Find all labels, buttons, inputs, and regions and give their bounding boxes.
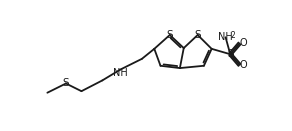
Text: NH: NH (113, 69, 128, 78)
Text: O: O (240, 38, 247, 48)
Text: NH: NH (218, 32, 233, 42)
Text: S: S (166, 30, 173, 40)
Text: S: S (63, 78, 69, 88)
Text: S: S (227, 49, 234, 59)
Text: O: O (240, 60, 247, 70)
Text: S: S (194, 30, 201, 40)
Text: 2: 2 (231, 31, 236, 40)
